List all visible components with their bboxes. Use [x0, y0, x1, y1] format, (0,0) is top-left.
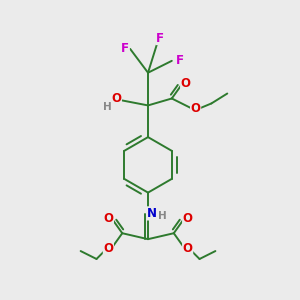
Text: H: H: [103, 102, 112, 112]
Text: O: O: [103, 242, 113, 255]
Text: F: F: [156, 32, 164, 44]
Text: N: N: [147, 207, 157, 220]
Text: O: O: [111, 92, 121, 105]
Text: O: O: [183, 242, 193, 255]
Text: F: F: [121, 42, 129, 56]
Text: O: O: [190, 102, 201, 115]
Text: O: O: [183, 212, 193, 225]
Text: F: F: [176, 54, 184, 67]
Text: O: O: [181, 77, 191, 90]
Text: H: H: [158, 212, 166, 221]
Text: O: O: [103, 212, 113, 225]
